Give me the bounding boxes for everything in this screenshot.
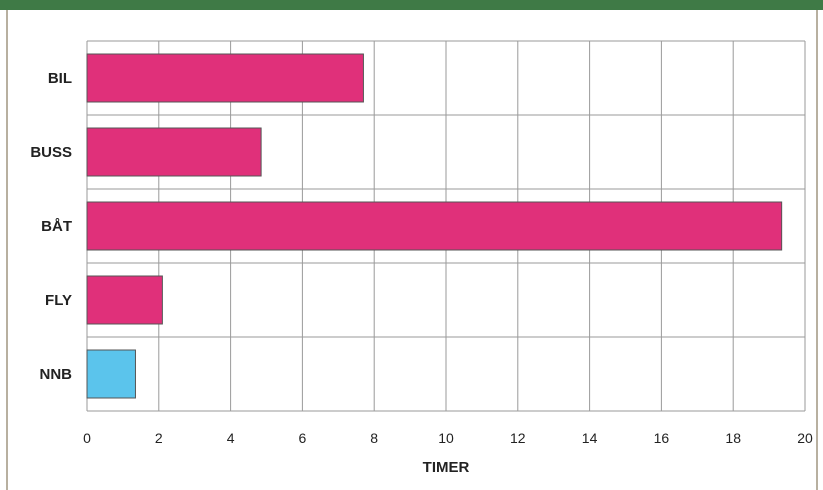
- category-labels: BIL BUSS BÅT FLY NNB: [30, 70, 72, 383]
- x-tick-label: 10: [438, 430, 454, 446]
- x-tick-label: 12: [510, 430, 526, 446]
- bar-båt: [86, 201, 783, 251]
- x-tick-label: 6: [299, 430, 307, 446]
- category-label: NNB: [40, 366, 73, 383]
- x-tick-label: 0: [83, 430, 91, 446]
- x-tick-label: 16: [654, 430, 670, 446]
- category-label: BÅT: [41, 218, 72, 235]
- x-axis-title: TIMER: [423, 459, 470, 476]
- bar-fly: [86, 275, 163, 325]
- header-band: [0, 0, 823, 10]
- right-border: [816, 10, 818, 490]
- bar-buss: [86, 127, 262, 177]
- x-tick-label: 18: [725, 430, 741, 446]
- bars: [86, 53, 783, 399]
- category-label: FLY: [45, 292, 72, 309]
- category-label: BIL: [48, 70, 72, 87]
- x-tick-label: 4: [227, 430, 235, 446]
- x-tick-label: 20: [797, 430, 813, 446]
- x-tick-label: 14: [582, 430, 598, 446]
- x-tick-label: 2: [155, 430, 163, 446]
- grid: [86, 40, 806, 412]
- x-tick-labels: 0 2 4 6 8 10 12 14 16 18 20: [83, 430, 813, 446]
- left-border: [6, 10, 8, 490]
- x-tick-label: 8: [370, 430, 378, 446]
- category-label: BUSS: [30, 144, 72, 161]
- bar-bil: [86, 53, 364, 103]
- bar-nnb: [86, 349, 136, 399]
